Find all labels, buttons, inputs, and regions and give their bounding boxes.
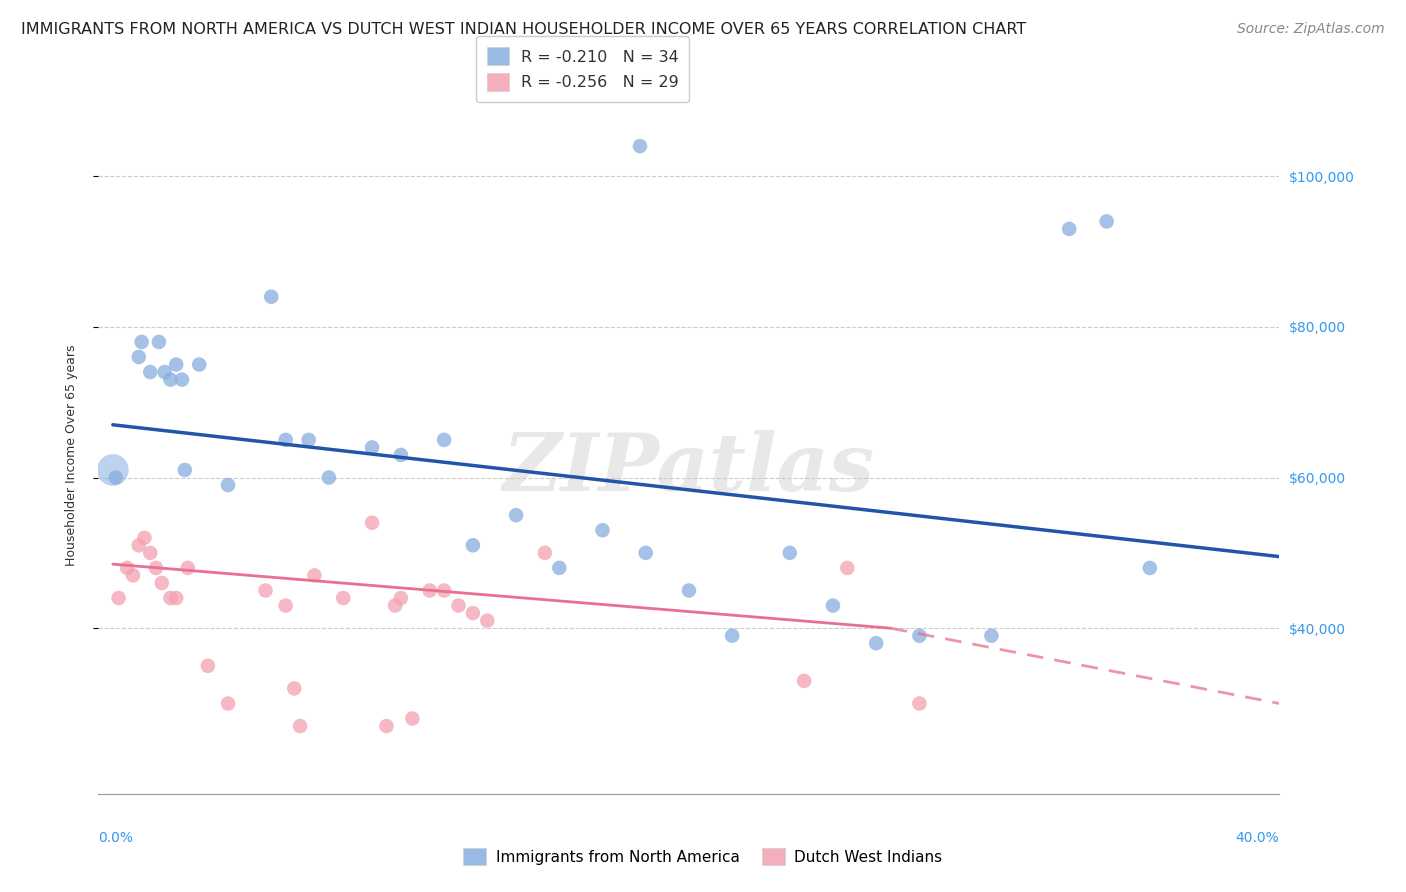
Point: [837, 561, 859, 575]
Point: [283, 681, 305, 696]
Point: [134, 531, 156, 545]
Point: [165, 358, 187, 372]
Point: [375, 719, 398, 733]
Point: [592, 523, 614, 537]
Point: [721, 629, 744, 643]
Point: [433, 583, 456, 598]
Point: [153, 365, 176, 379]
Text: 40.0%: 40.0%: [1236, 831, 1279, 845]
Point: [131, 334, 153, 349]
Point: [173, 463, 195, 477]
Point: [505, 508, 527, 523]
Y-axis label: Householder Income Over 65 years: Householder Income Over 65 years: [65, 344, 77, 566]
Point: [139, 546, 162, 560]
Point: [145, 561, 167, 575]
Point: [361, 516, 384, 530]
Point: [1139, 561, 1161, 575]
Point: [217, 478, 239, 492]
Point: [177, 561, 200, 575]
Point: [361, 441, 384, 455]
Point: [197, 658, 219, 673]
Point: [628, 139, 651, 153]
Point: [419, 583, 441, 598]
Point: [217, 697, 239, 711]
Point: [148, 334, 170, 349]
Point: [477, 614, 499, 628]
Point: [254, 583, 277, 598]
Point: [150, 576, 173, 591]
Point: [128, 538, 150, 552]
Text: 0.0%: 0.0%: [98, 831, 134, 845]
Point: [101, 463, 124, 477]
Point: [107, 591, 129, 605]
Legend: Immigrants from North America, Dutch West Indians: Immigrants from North America, Dutch Wes…: [457, 842, 949, 871]
Point: [128, 350, 150, 364]
Point: [188, 358, 211, 372]
Point: [298, 433, 321, 447]
Point: [159, 591, 181, 605]
Point: [139, 365, 162, 379]
Point: [115, 561, 138, 575]
Point: [389, 448, 412, 462]
Point: [461, 606, 484, 620]
Point: [433, 433, 456, 447]
Point: [274, 433, 297, 447]
Point: [170, 373, 193, 387]
Point: [260, 290, 283, 304]
Text: Source: ZipAtlas.com: Source: ZipAtlas.com: [1237, 22, 1385, 37]
Point: [779, 546, 801, 560]
Point: [534, 546, 557, 560]
Point: [548, 561, 571, 575]
Point: [274, 599, 297, 613]
Text: ZIPatlas: ZIPatlas: [503, 430, 875, 508]
Point: [159, 373, 181, 387]
Point: [1095, 214, 1118, 228]
Text: IMMIGRANTS FROM NORTH AMERICA VS DUTCH WEST INDIAN HOUSEHOLDER INCOME OVER 65 YE: IMMIGRANTS FROM NORTH AMERICA VS DUTCH W…: [21, 22, 1026, 37]
Point: [304, 568, 326, 582]
Point: [461, 538, 484, 552]
Point: [793, 673, 815, 688]
Point: [104, 470, 127, 484]
Point: [384, 599, 406, 613]
Point: [122, 568, 145, 582]
Point: [332, 591, 354, 605]
Point: [821, 599, 844, 613]
Point: [288, 719, 311, 733]
Point: [401, 712, 423, 726]
Legend: R = -0.210   N = 34, R = -0.256   N = 29: R = -0.210 N = 34, R = -0.256 N = 29: [475, 36, 689, 103]
Point: [980, 629, 1002, 643]
Point: [447, 599, 470, 613]
Point: [634, 546, 657, 560]
Point: [318, 470, 340, 484]
Point: [865, 636, 887, 650]
Point: [165, 591, 187, 605]
Point: [389, 591, 412, 605]
Point: [908, 697, 931, 711]
Point: [908, 629, 931, 643]
Point: [678, 583, 700, 598]
Point: [1057, 222, 1080, 236]
